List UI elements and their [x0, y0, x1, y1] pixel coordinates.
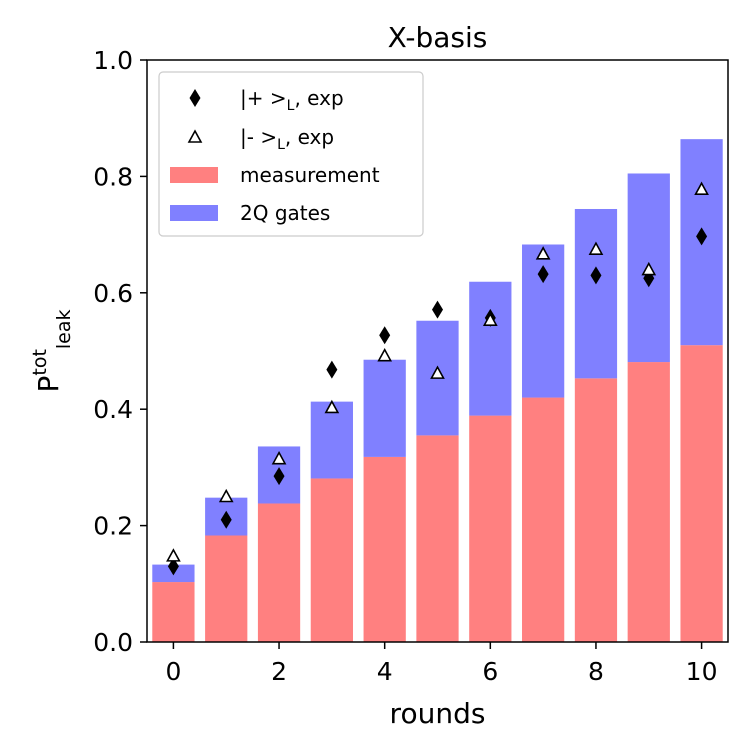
y-tick-label-0.0: 0.0 [93, 628, 133, 657]
bar-gates-8 [574, 208, 618, 379]
legend-label-3: 2Q gates [240, 201, 330, 225]
marker-minus-0 [166, 548, 181, 562]
marker-plus-2 [273, 467, 285, 486]
legend-swatch-measurement [170, 167, 218, 183]
marker-plus-5 [432, 300, 443, 319]
bars-layer [152, 139, 723, 642]
marker-plus-1 [220, 510, 232, 529]
marker-minus-5 [430, 365, 445, 379]
bar-measurement-7 [522, 397, 565, 642]
legend-swatch-gates [170, 205, 218, 221]
markers-layer [166, 181, 709, 576]
bar-measurement-1 [205, 535, 248, 642]
x-tick-label-10: 10 [686, 657, 718, 686]
marker-plus-10 [696, 227, 708, 246]
bar-measurement-3 [310, 478, 353, 642]
marker-minus-8 [588, 241, 604, 255]
y-tick-label-0.4: 0.4 [93, 395, 133, 424]
x-tick-label-0: 0 [165, 657, 181, 686]
marker-plus-7 [537, 265, 549, 284]
bar-measurement-2 [257, 503, 301, 642]
marker-minus-10 [694, 181, 709, 196]
y-axis-label: Ptotleak [29, 309, 75, 392]
marker-plus-8 [590, 266, 602, 285]
marker-plus-0 [167, 557, 179, 576]
x-axis-label: rounds [390, 697, 486, 730]
bar-gates-3 [310, 401, 353, 479]
bar-measurement-10 [680, 345, 723, 642]
bar-measurement-0 [152, 582, 195, 642]
bar-gates-4 [363, 359, 406, 457]
x-tick-label-2: 2 [271, 657, 287, 686]
legend-label-1: |- >L, exp [240, 125, 334, 153]
marker-plus-3 [326, 360, 338, 379]
bar-measurement-8 [574, 378, 618, 642]
bar-measurement-4 [363, 456, 406, 642]
marker-minus-4 [377, 347, 393, 362]
marker-minus-9 [641, 261, 657, 276]
y-axis: 0.0 0.2 0.4 0.6 0.8 1.0 [93, 46, 147, 657]
legend-label-2: measurement [240, 163, 380, 187]
x-tick-label-4: 4 [377, 657, 393, 686]
bar-gates-6 [469, 281, 512, 416]
bar-measurement-6 [469, 415, 512, 642]
y-label-sup: tot [29, 349, 51, 376]
marker-plus-4 [379, 326, 391, 345]
y-label-sub: leak [53, 309, 75, 349]
y-tick-label-0.6: 0.6 [93, 279, 133, 308]
y-label-base: P [32, 376, 65, 393]
marker-minus-3 [324, 399, 340, 414]
x-tick-label-6: 6 [482, 657, 498, 686]
legend-diamond-icon [189, 89, 201, 107]
bar-measurement-5 [416, 435, 459, 642]
y-tick-label-0.2: 0.2 [93, 512, 133, 541]
legend-label-0: |+ >L, exp [240, 86, 344, 114]
x-axis: 0 2 4 6 8 10 [165, 642, 717, 686]
legend-box [158, 71, 424, 237]
marker-minus-7 [535, 246, 551, 260]
x-tick-label-8: 8 [588, 657, 604, 686]
y-tick-label-1.0: 1.0 [93, 46, 133, 75]
bar-measurement-9 [627, 362, 670, 642]
chart-title: X-basis [388, 21, 488, 54]
legend-triangle-icon [187, 129, 203, 143]
plot-frame [146, 59, 729, 643]
legend: |+ >L, exp |- >L, exp measurement 2Q gates [158, 71, 424, 237]
y-tick-label-0.8: 0.8 [93, 162, 133, 191]
svg-text:Ptotleak: Ptotleak [29, 309, 75, 392]
marker-minus-2 [271, 450, 287, 465]
marker-minus-6 [482, 312, 498, 326]
marker-minus-1 [218, 488, 234, 503]
